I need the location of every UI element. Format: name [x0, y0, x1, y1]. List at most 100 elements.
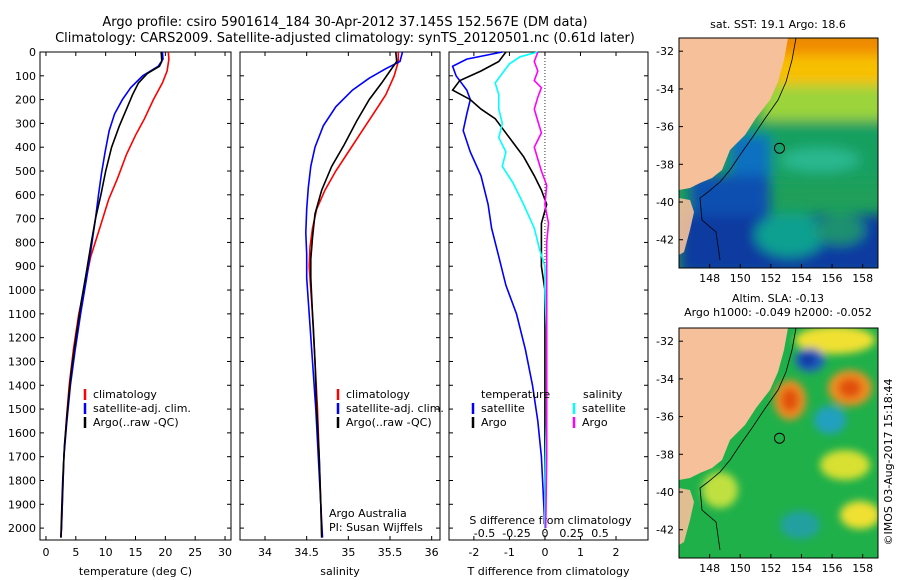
map-x-tick-label: 148: [699, 272, 720, 285]
y-tick-label: 200: [15, 94, 36, 107]
x-tick-label: 35: [341, 546, 355, 559]
map-x-tick-label: 156: [822, 562, 843, 575]
y-tick-label: 900: [15, 260, 36, 273]
temperature-panel: 0100200300400500600700800900100011001200…: [8, 46, 232, 578]
legend-title-salinity: salinity: [583, 388, 623, 401]
s-tick-label: 0.5: [591, 527, 609, 540]
x-tick-label: 36: [425, 546, 439, 559]
salinity-plot-frame: [239, 51, 441, 541]
imos-credit: ©IMOS 03-Aug-2017 15:18:44: [882, 379, 895, 546]
map-x-tick-label: 150: [730, 562, 751, 575]
map-x-tick-label: 156: [822, 272, 843, 285]
x-tick-label: 34.5: [294, 546, 319, 559]
map-x-tick-label: 150: [730, 272, 751, 285]
salinity-series-1: [304, 51, 404, 538]
legend-label: satellite-adj. clim.: [93, 402, 191, 415]
credit-annotation: PI: Susan Wijffels: [329, 521, 423, 534]
x-tick-label: 30: [218, 546, 232, 559]
y-tick-label: 1100: [8, 308, 36, 321]
temperature-series-2: [60, 51, 163, 538]
map-x-tick-label: 154: [791, 272, 812, 285]
difference-x-axis-label: T difference from climatology: [467, 565, 630, 578]
sla-argo-location-marker: [774, 432, 785, 444]
legend-label: Argo: [481, 416, 507, 429]
credit-annotation: Argo Australia: [329, 507, 407, 520]
map-y-tick-label: -40: [656, 196, 674, 209]
map-y-tick-label: -36: [656, 411, 674, 424]
difference-panel: -2 -1 0 1 2 -0.5 -0.25 0 0.25 0.5S difference fro…: [448, 51, 649, 578]
temperature-plot-frame: [39, 51, 232, 541]
legend-label: satellite: [582, 402, 626, 415]
legend-label: Argo(..raw -QC): [346, 416, 432, 429]
y-tick-label: 2000: [8, 522, 36, 535]
difference-series-1: [451, 51, 548, 529]
x-tick-label: 5: [72, 546, 79, 559]
map-y-tick-label: -42: [656, 234, 674, 247]
map-y-tick-label: -38: [656, 448, 674, 461]
sst-argo-location-marker: [774, 142, 785, 154]
legend-label: satellite-adj. clim.: [346, 402, 444, 415]
map-y-tick-label: -32: [656, 45, 674, 58]
x-tick-label: -2: [468, 546, 479, 559]
difference-plot-frame: [448, 51, 649, 541]
sla-map-title-line2: Argo h1000: -0.049 h2000: -0.052: [684, 306, 872, 319]
x-tick-label: 25: [188, 546, 202, 559]
legend-label: Argo: [582, 416, 608, 429]
y-tick-label: 600: [15, 189, 36, 202]
y-tick-label: 400: [15, 141, 36, 154]
y-tick-label: 100: [15, 70, 36, 83]
map-y-tick-label: -32: [656, 335, 674, 348]
y-tick-label: 1400: [8, 379, 36, 392]
map-x-tick-label: 148: [699, 562, 720, 575]
salinity-series-2: [310, 51, 398, 538]
x-tick-label: 0: [42, 546, 49, 559]
map-x-tick-label: 152: [760, 272, 781, 285]
y-tick-label: 1700: [8, 451, 36, 464]
x-tick-label: 10: [99, 546, 113, 559]
map-y-tick-label: -38: [656, 158, 674, 171]
legend-label: climatology: [93, 388, 157, 401]
y-tick-label: 1500: [8, 403, 36, 416]
figure-title-line1: Argo profile: csiro 5901614_184 30-Apr-2…: [102, 15, 587, 30]
x-tick-label: 34: [258, 546, 272, 559]
y-tick-label: 0: [29, 46, 36, 59]
y-tick-label: 1300: [8, 355, 36, 368]
y-tick-label: 1900: [8, 498, 36, 511]
map-x-tick-label: 152: [760, 562, 781, 575]
sst-map: sat. SST: 19.1 Argo: 18.6 148 150 152 154 15…: [656, 18, 879, 285]
map-y-tick-label: -34: [656, 373, 674, 386]
sla-map-title-line1: Altim. SLA: -0.13: [732, 292, 824, 305]
sla-map: Altim. SLA: -0.13 Argo h1000: -0.049 h20…: [656, 292, 879, 575]
y-tick-label: 300: [15, 117, 36, 130]
s-tick-label: 0: [541, 527, 548, 540]
x-tick-label: 15: [129, 546, 143, 559]
y-tick-label: 1800: [8, 474, 36, 487]
s-tick-label: 0.25: [559, 527, 584, 540]
x-tick-label: 2: [613, 546, 620, 559]
sst-map-title: sat. SST: 19.1 Argo: 18.6: [710, 18, 846, 31]
y-tick-label: 500: [15, 165, 36, 178]
map-y-tick-label: -34: [656, 83, 674, 96]
difference-series-3: [533, 51, 550, 529]
x-tick-label: -1: [504, 546, 515, 559]
map-x-tick-label: 158: [852, 272, 873, 285]
x-tick-label: 0: [541, 546, 548, 559]
map-x-tick-label: 154: [791, 562, 812, 575]
y-tick-label: 800: [15, 236, 36, 249]
y-tick-label: 1600: [8, 427, 36, 440]
legend-label: climatology: [346, 388, 410, 401]
map-y-tick-label: -42: [656, 524, 674, 537]
x-tick-label: 35.5: [378, 546, 403, 559]
legend-label: satellite: [481, 402, 525, 415]
salinity-x-axis-label: salinity: [320, 565, 360, 578]
legend-title-temperature: temperature: [481, 388, 550, 401]
s-axis-label: S difference from climatology: [469, 514, 632, 527]
map-y-tick-label: -40: [656, 486, 674, 499]
figure-title-line2: Climatology: CARS2009. Satellite-adjuste…: [55, 31, 635, 46]
s-tick-label: -0.25: [502, 527, 530, 540]
map-y-tick-label: -36: [656, 121, 674, 134]
x-tick-label: 1: [577, 546, 584, 559]
salinity-panel: 34 34.5 35 35.5 36 salinity climatologysatelli…: [239, 51, 444, 578]
s-tick-label: -0.5: [474, 527, 495, 540]
